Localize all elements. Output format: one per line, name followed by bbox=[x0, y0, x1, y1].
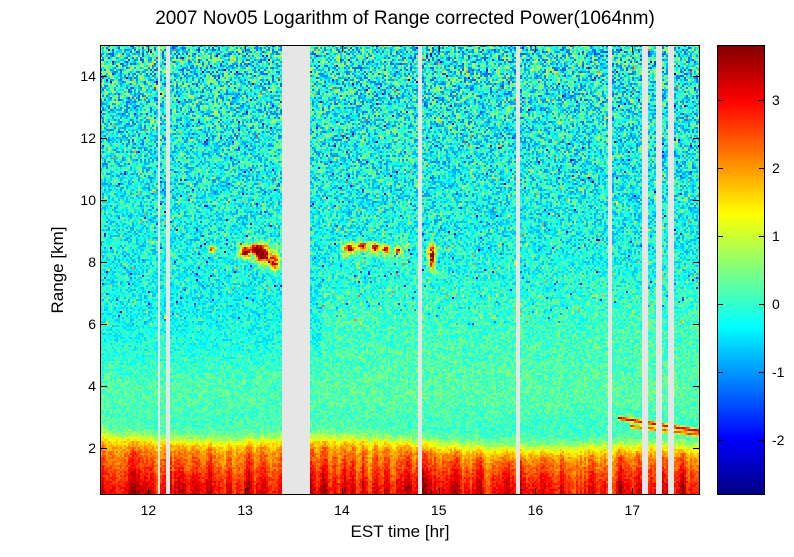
heatmap-canvas bbox=[100, 45, 700, 495]
colorbar-tick-label: 1 bbox=[772, 227, 780, 244]
x-tick-label: 14 bbox=[334, 502, 350, 518]
y-tick-label: 10 bbox=[80, 192, 96, 209]
x-tick-label: 17 bbox=[624, 502, 641, 518]
plot-title: 2007 Nov05 Logarithm of Range corrected … bbox=[155, 8, 655, 29]
y-tick-label: 4 bbox=[88, 378, 96, 395]
y-tick-label: 12 bbox=[80, 130, 96, 147]
colorbar-tick-label: -2 bbox=[772, 432, 785, 449]
x-tick-label: 12 bbox=[140, 502, 157, 518]
y-tick-label: 14 bbox=[80, 68, 96, 85]
colorbar-tick-label: 3 bbox=[772, 91, 780, 108]
x-axis-label: EST time [hr] bbox=[350, 522, 450, 541]
colorbar-tick-label: 2 bbox=[772, 159, 780, 176]
x-tick-label: 13 bbox=[237, 502, 253, 518]
x-tick-label: 15 bbox=[430, 502, 447, 518]
y-tick-label: 2 bbox=[88, 440, 96, 457]
y-tick-label: 6 bbox=[88, 316, 96, 333]
colorbar-tick-label: 0 bbox=[772, 296, 780, 313]
colorbar-canvas bbox=[717, 45, 765, 495]
y-tick-label: 8 bbox=[88, 254, 96, 271]
colorbar-tick-label: -1 bbox=[772, 364, 785, 381]
x-tick-label: 16 bbox=[527, 502, 544, 518]
